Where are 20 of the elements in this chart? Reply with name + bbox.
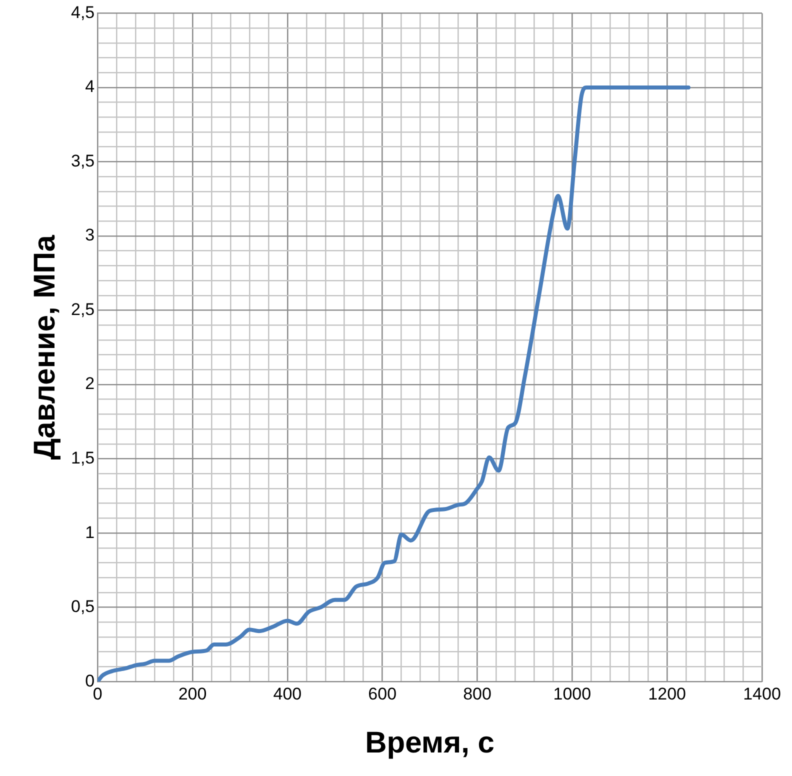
x-tick-label: 1200 [648, 684, 686, 704]
y-tick-label: 1 [85, 522, 95, 542]
line-series [98, 85, 690, 682]
x-tick-label: 400 [273, 684, 302, 704]
x-tick-label: 600 [368, 684, 397, 704]
y-tick-label: 2 [85, 374, 95, 394]
y-tick-label: 3 [85, 226, 95, 245]
y-tick-label: 0 [85, 671, 95, 690]
x-tick-label: 1400 [743, 684, 781, 704]
x-tick-label: 1000 [553, 684, 592, 704]
y-tick-label: 4 [85, 77, 95, 96]
y-tick-label: 2,5 [70, 300, 95, 319]
y-tick-label: 0,5 [70, 597, 95, 616]
y-tick-label: 4,5 [70, 2, 95, 22]
y-axis-title: Давление, МПа [28, 234, 62, 460]
y-tick-label: 1,5 [70, 448, 95, 468]
x-tick-label: 800 [463, 684, 492, 704]
x-tick-label: 200 [178, 684, 207, 704]
y-tick-label: 3,5 [70, 151, 95, 170]
x-axis-title: Время, с [365, 726, 494, 760]
